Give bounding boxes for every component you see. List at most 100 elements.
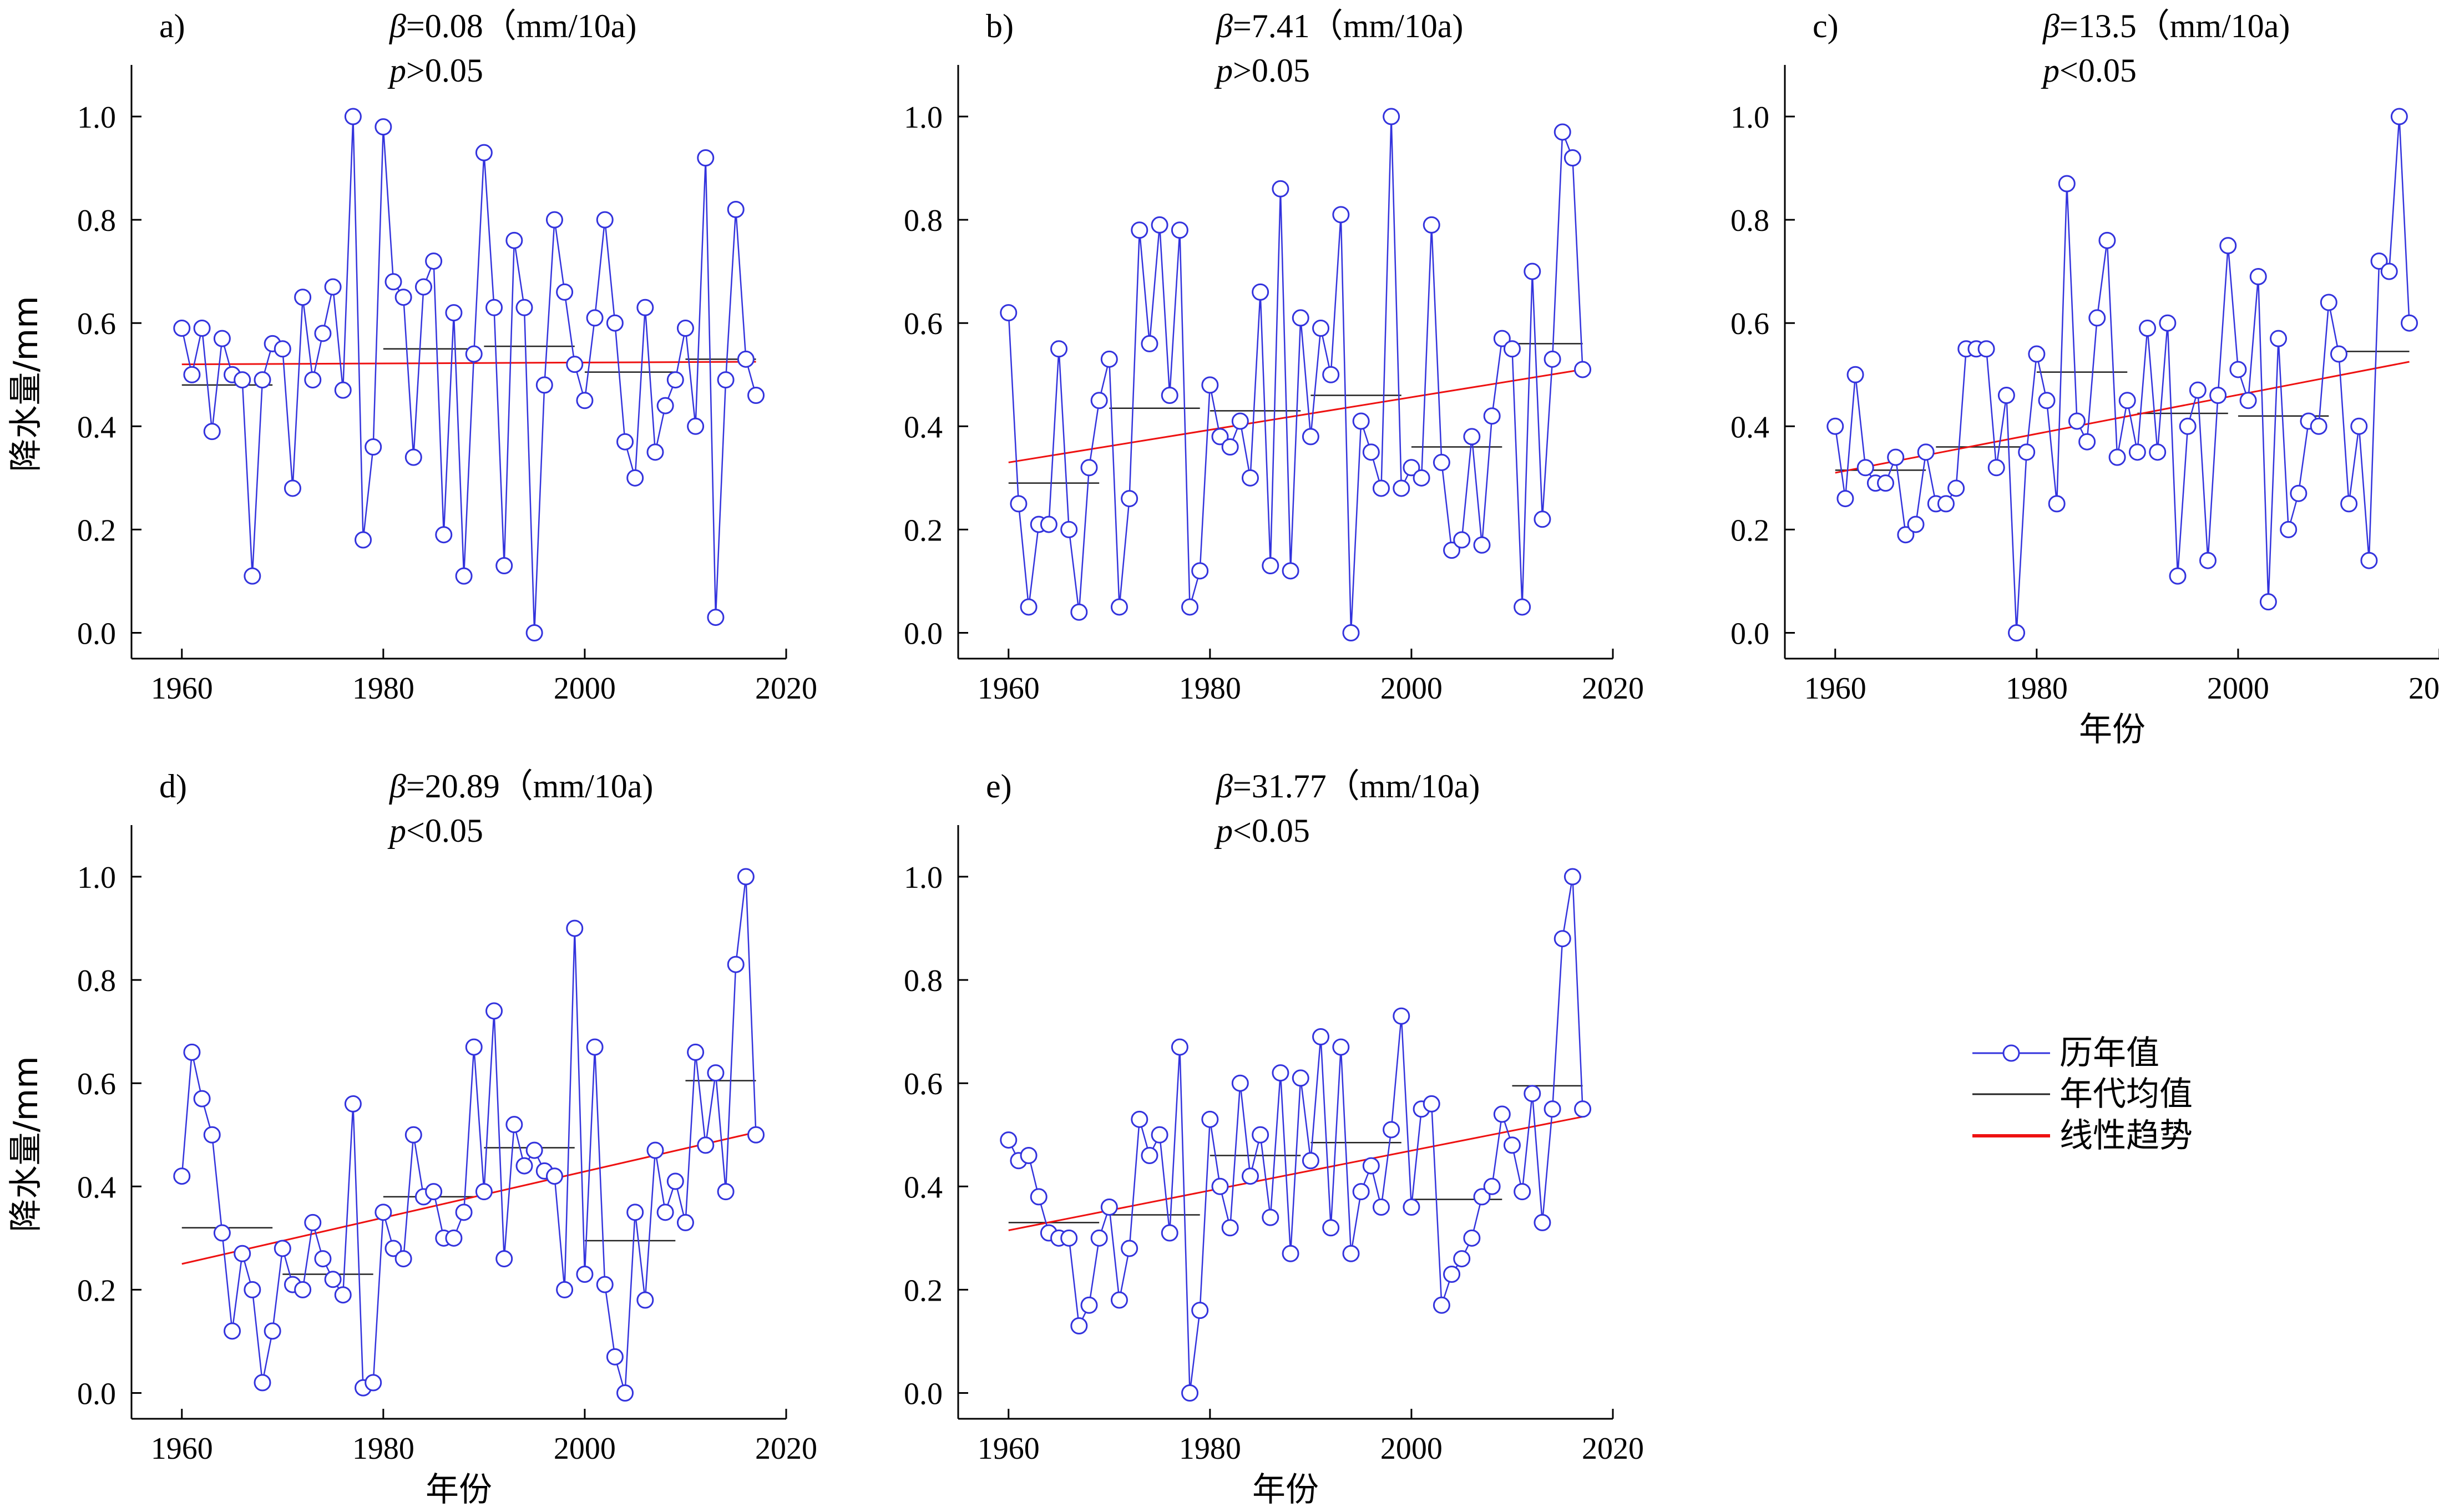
panel-label: c)	[1813, 8, 1839, 44]
data-point	[1372, 1199, 1390, 1216]
data-point	[1161, 386, 1178, 404]
data-point	[1453, 1250, 1471, 1268]
data-point	[1080, 1296, 1098, 1314]
series-line	[1008, 116, 1583, 633]
data-point	[1141, 335, 1158, 352]
data-point	[1977, 340, 1995, 358]
data-point	[1070, 603, 1088, 621]
panel-label: e)	[986, 768, 1012, 805]
data-point	[727, 201, 745, 219]
beta-annotation: β=13.5（mm/10a)	[2042, 8, 2290, 44]
data-point	[1262, 1208, 1279, 1226]
legend-decade-label: 年代均值	[2060, 1075, 2193, 1114]
chart-panel-3: 0.0 0.2 0.4 0.6 0.8 1.0 1960 1980 2000 2020 c) β=13…	[1730, 8, 2439, 749]
data-point	[1917, 443, 1935, 461]
legend-trend-label: 线性趋势	[2060, 1116, 2193, 1155]
data-point	[1121, 1240, 1138, 1257]
data-point	[707, 609, 725, 626]
data-point	[1554, 123, 1571, 141]
data-point	[717, 1183, 735, 1201]
data-point	[384, 273, 402, 291]
data-point	[1877, 474, 1895, 492]
data-point	[2108, 448, 2126, 466]
data-point	[1221, 438, 1239, 456]
x-tick-label: 1960	[978, 1432, 1040, 1466]
data-point	[687, 417, 705, 435]
data-point	[576, 392, 594, 409]
data-point	[586, 309, 604, 327]
data-point	[1342, 1245, 1360, 1262]
data-point	[183, 1043, 201, 1061]
data-point	[1403, 459, 1420, 477]
data-point	[545, 211, 563, 229]
data-point	[1080, 459, 1098, 477]
data-point	[1826, 417, 1844, 435]
x-tick-label: 2000	[554, 671, 616, 706]
y-tick-label: 0.4	[1730, 410, 1769, 444]
data-point	[596, 1276, 614, 1293]
data-point	[1191, 562, 1209, 580]
data-point	[1483, 407, 1501, 425]
data-point	[737, 350, 755, 368]
x-tick-label: 1960	[151, 1432, 213, 1466]
p-annotation: p<0.05	[387, 812, 483, 849]
data-point	[304, 371, 322, 389]
data-point	[193, 1090, 211, 1108]
y-tick-label: 0.4	[904, 410, 943, 444]
data-point	[1272, 1064, 1289, 1082]
data-point	[1473, 1188, 1491, 1206]
data-point	[1211, 428, 1229, 446]
data-point	[1463, 1229, 1481, 1247]
data-point	[2018, 443, 2036, 461]
panel-label: b)	[986, 8, 1014, 44]
data-point	[324, 1271, 342, 1288]
data-point	[2320, 294, 2337, 311]
data-point	[525, 1141, 543, 1159]
data-point	[404, 1126, 422, 1144]
data-point	[1887, 448, 1905, 466]
y-tick-label: 0.4	[904, 1170, 943, 1205]
p-annotation: p>0.05	[387, 52, 483, 89]
data-point	[234, 1245, 251, 1262]
x-tick-label: 2000	[1380, 1432, 1443, 1466]
data-point	[1483, 1177, 1501, 1195]
y-tick-label: 0.8	[77, 964, 116, 998]
data-point	[1524, 262, 1541, 280]
y-tick-label: 0.8	[904, 964, 943, 998]
data-point	[697, 1136, 715, 1154]
data-point	[515, 1157, 533, 1175]
data-point	[525, 624, 543, 641]
y-tick-label: 1.0	[77, 861, 116, 895]
data-point	[2078, 433, 2096, 451]
data-point	[2068, 412, 2086, 430]
data-point	[1433, 453, 1450, 471]
y-tick-label: 0.8	[1730, 204, 1769, 238]
x-tick-label: 1980	[352, 1432, 414, 1466]
data-point	[566, 919, 584, 937]
chart-panel-4: 0.0 0.2 0.4 0.6 0.8 1.0 1960 1980 2000 2020 d) β=20…	[7, 768, 817, 1509]
data-point	[515, 299, 533, 316]
data-point	[1997, 386, 2015, 404]
data-point	[687, 1043, 705, 1061]
data-point	[1534, 1213, 1551, 1231]
data-point	[1362, 1157, 1380, 1175]
data-point	[1131, 1110, 1148, 1128]
data-point	[203, 1126, 221, 1144]
data-point	[1100, 1199, 1118, 1216]
data-point	[1302, 1152, 1319, 1170]
x-tick-label: 1980	[352, 671, 414, 706]
data-point	[213, 1224, 231, 1242]
data-point	[656, 1203, 674, 1221]
p-annotation: p>0.05	[1214, 52, 1310, 89]
data-point	[1423, 1095, 1440, 1112]
x-tick-label: 1980	[1179, 671, 1241, 706]
data-point	[495, 1250, 513, 1268]
y-tick-label: 0.2	[77, 1273, 116, 1308]
data-point	[1443, 1265, 1461, 1283]
data-point	[1503, 1136, 1521, 1154]
data-point	[505, 231, 523, 249]
data-point	[173, 1167, 191, 1185]
data-point	[1151, 216, 1168, 234]
data-point	[224, 1322, 241, 1340]
